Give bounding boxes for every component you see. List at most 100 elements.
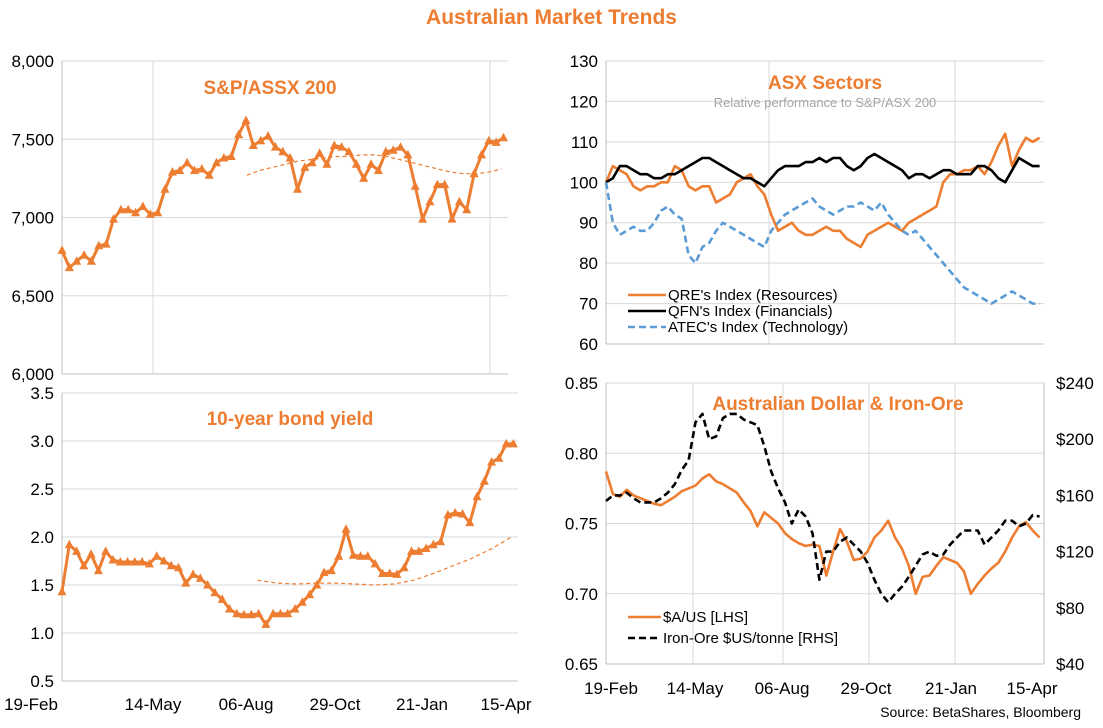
bond-marker (312, 580, 322, 589)
audiron-series-iron-ore-us-tonne-rhs (605, 412, 1040, 604)
sectors-ytick-label: 90 (579, 214, 598, 233)
audiron-y2tick-label: $120 (1056, 543, 1094, 562)
sectors-chart (604, 60, 1044, 345)
sectors-legend-label: QFN's Index (Financials) (668, 303, 833, 320)
page-title: Australian Market Trends (426, 6, 677, 29)
audiron-y2tick-label: $80 (1056, 599, 1084, 618)
audiron-xtick-label: 29-Oct (840, 679, 891, 698)
bond-marker (72, 546, 82, 555)
sectors-ytick-label: 60 (579, 335, 598, 354)
audiron-ytick-label: 0.80 (565, 444, 598, 463)
sp-marker (167, 167, 177, 176)
sp-marker (454, 196, 464, 206)
sp-marker (440, 179, 450, 189)
sp-marker (256, 135, 266, 145)
sp-ytick-label: 7,000 (11, 209, 54, 228)
bond-marker (174, 562, 183, 572)
bond-marker (465, 517, 475, 527)
audiron-legend-label: Iron-Ore $US/tonne [RHS] (663, 630, 838, 647)
audiron-title: Australian Dollar & Iron-Ore (712, 394, 963, 415)
sectors-ytick-label: 110 (571, 133, 598, 152)
sp-series-s-p-asx-200 (60, 119, 505, 270)
sectors-legend-label: ATEC's Index (Technology) (668, 319, 848, 336)
bond-ytick-label: 2.0 (30, 528, 54, 547)
sp-marker (447, 214, 457, 223)
sp-marker (138, 201, 148, 210)
audiron-y2tick-label: $240 (1056, 374, 1094, 393)
sectors-series-qre-s-index-resources (604, 132, 1041, 249)
bond-marker (370, 558, 380, 568)
bond-marker (494, 453, 504, 462)
bond-title: 10-year bond yield (207, 409, 374, 430)
bond-marker (348, 550, 358, 559)
sp-marker (462, 204, 472, 214)
sp-marker (248, 140, 258, 149)
bond-marker (152, 551, 162, 560)
bond-marker (392, 569, 402, 578)
bond-marker (93, 565, 103, 575)
sp-marker (373, 165, 383, 174)
sp-marker (425, 196, 435, 206)
bond-ytick-label: 3.5 (30, 384, 54, 403)
bond-marker (246, 609, 256, 619)
bond-marker (414, 546, 424, 555)
bond-chart (57, 392, 518, 682)
sp-marker (307, 157, 317, 167)
sp-marker (109, 214, 118, 223)
bond-marker (443, 509, 453, 519)
sp-marker (403, 149, 413, 159)
sp-marker (263, 131, 273, 140)
sp-marker (491, 137, 501, 146)
bond-marker (261, 619, 271, 628)
bond-xtick-label: 21-Jan (396, 695, 448, 714)
sp-marker (153, 207, 163, 217)
bond-marker (217, 594, 227, 603)
sp-ytick-label: 6,000 (11, 365, 54, 384)
sp-marker (469, 168, 479, 178)
bond-marker (275, 608, 285, 618)
bond-marker (319, 567, 329, 576)
sectors-ytick-label: 80 (579, 254, 598, 273)
sp-marker (418, 214, 428, 223)
sp-marker (57, 245, 67, 254)
sp-marker (94, 240, 104, 250)
sp-marker (484, 135, 494, 145)
bond-marker (137, 557, 147, 566)
sp-marker (322, 159, 332, 168)
bond-ytick-label: 1.5 (30, 576, 54, 595)
sp-marker (72, 256, 82, 265)
bond-marker (181, 578, 191, 587)
sp-marker (329, 140, 339, 149)
sectors-ytick-label: 100 (570, 173, 598, 192)
audiron-series-a-us-lhs (604, 471, 1041, 596)
audiron-chart (604, 382, 1045, 665)
bond-marker (203, 580, 213, 589)
bond-marker (225, 604, 234, 613)
bond-marker (57, 586, 67, 596)
bond-marker (239, 609, 249, 619)
sp-marker (123, 204, 133, 214)
bond-marker (232, 608, 242, 618)
sp-marker (410, 181, 420, 190)
sp-marker (285, 153, 295, 162)
sp-marker (278, 146, 288, 156)
bond-marker (108, 555, 118, 564)
audiron-legend-label: $A/US [LHS] (663, 609, 748, 626)
audiron-xtick-label: 14-May (667, 679, 724, 698)
bond-marker (326, 565, 336, 575)
sp-marker (226, 151, 236, 160)
bond-marker (188, 569, 198, 578)
sp-marker (359, 173, 369, 182)
bond-marker (341, 524, 351, 533)
audiron-ytick-label: 0.70 (565, 585, 598, 604)
audiron-y2tick-label: $200 (1056, 430, 1094, 449)
sp-marker (182, 157, 192, 167)
sp-marker (219, 153, 229, 162)
bond-xtick-label: 29-Oct (309, 695, 360, 714)
bond-marker (479, 476, 489, 485)
sp-marker (197, 164, 207, 173)
bond-ytick-label: 0.5 (30, 672, 54, 691)
sp-marker (234, 129, 244, 139)
bond-marker (86, 549, 96, 558)
